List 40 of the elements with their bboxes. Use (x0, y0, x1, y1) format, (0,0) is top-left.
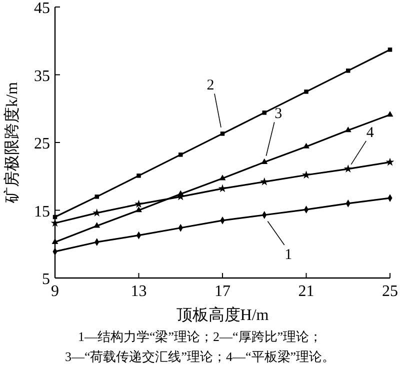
point (346, 68, 350, 73)
point (302, 170, 310, 179)
series-label: 4 (366, 124, 374, 141)
x-tick-label: 13 (130, 283, 147, 300)
point (304, 90, 308, 94)
point (94, 194, 99, 199)
point (260, 177, 269, 186)
point (94, 222, 100, 228)
y-axis-title: 矿房极限跨度k/m (3, 82, 21, 204)
point (136, 206, 142, 212)
text: 3 (274, 106, 282, 122)
point (303, 142, 310, 148)
y-tick-label: 45 (34, 0, 50, 17)
point (52, 238, 58, 244)
x-axis-title: 顶板高度H/m (176, 306, 270, 324)
y-tick-label: 35 (34, 68, 50, 85)
x-tick-label: 17 (214, 283, 230, 300)
y-tick-label: 5 (42, 271, 50, 288)
point (134, 200, 143, 208)
x-tick-label: 25 (382, 283, 398, 300)
y-tick-label: 15 (34, 203, 50, 220)
point (386, 111, 394, 117)
point (344, 126, 352, 132)
point (262, 110, 266, 115)
y-tick-label: 25 (34, 136, 50, 152)
point (261, 158, 268, 164)
legend-label: 1 (284, 246, 292, 263)
text: 3—“荷载传递交汇线”理论；4—“平板梁”理论。 (64, 349, 336, 364)
text: 2 (206, 78, 214, 94)
point (344, 164, 352, 173)
point (136, 174, 141, 178)
point (388, 48, 392, 52)
point (220, 132, 225, 136)
point (218, 184, 227, 192)
x-tick-label: 21 (298, 283, 314, 300)
x-tick-label: 9 (51, 283, 59, 300)
text: 1—结构力学“梁”理论；2—“厚跨比”理论； (78, 329, 322, 344)
point (386, 158, 394, 166)
point (178, 152, 183, 157)
point (219, 174, 226, 180)
